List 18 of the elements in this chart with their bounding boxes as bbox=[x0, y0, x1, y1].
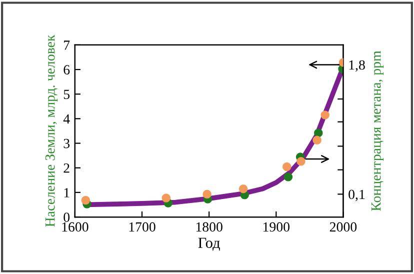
y2-tick-label: 1,8 bbox=[349, 60, 365, 72]
x-axis-title: Год bbox=[198, 238, 220, 251]
y-tick-label: 5 bbox=[64, 90, 70, 100]
y-tick-label: 4 bbox=[63, 114, 70, 124]
y-tick-label: 0 bbox=[64, 212, 70, 222]
y2-tick-label: 0,1 bbox=[348, 190, 365, 202]
x-tick-label: 2000 bbox=[330, 222, 357, 232]
y-tick-label: 2 bbox=[64, 163, 70, 173]
x-tick-label: 1600 bbox=[62, 222, 88, 232]
y-tick-label: 6 bbox=[64, 65, 70, 74]
y2-axis-title: Концентрация метана, ppm bbox=[372, 50, 384, 211]
x-tick-label: 1800 bbox=[196, 222, 222, 232]
y-tick-label: 7 bbox=[64, 40, 70, 50]
x-tick-label: 1900 bbox=[263, 222, 290, 232]
y-tick-label: 1 bbox=[64, 188, 70, 198]
y-tick-label: 3 bbox=[64, 138, 70, 148]
x-tick-label: 1700 bbox=[129, 222, 156, 232]
y-axis-title: Население Земли, млрд. человек bbox=[45, 34, 58, 227]
